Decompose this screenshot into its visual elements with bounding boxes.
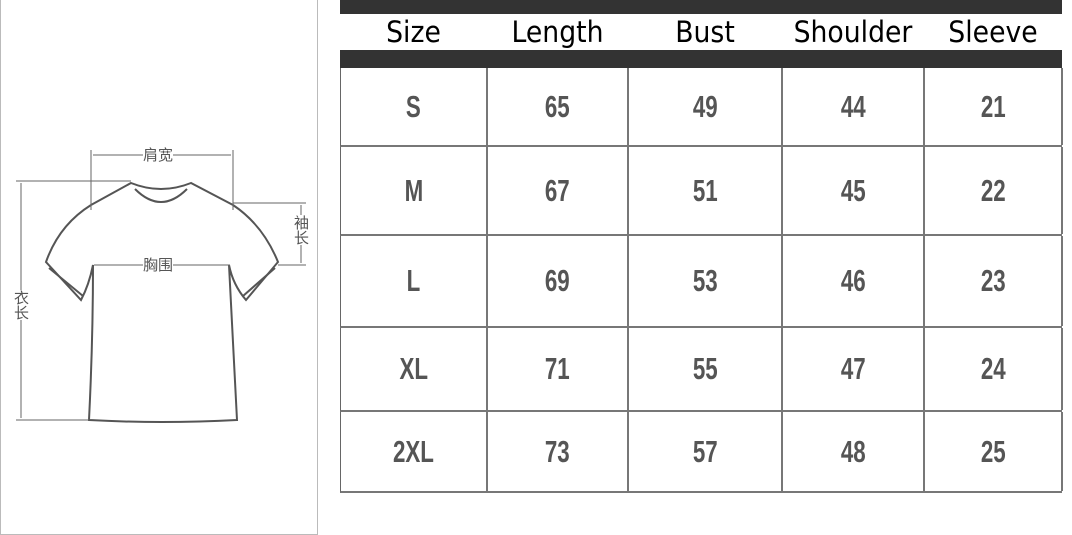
cell-value: 21: [980, 88, 1006, 124]
cell-value: 46: [840, 263, 866, 298]
cell-value: XL: [399, 351, 428, 386]
table-cell: 47: [783, 328, 925, 410]
table-cell: 44: [783, 68, 925, 145]
table-row: L 69 53 46 23: [340, 236, 1063, 328]
cell-value: 55: [692, 351, 718, 386]
table-cell: 25: [925, 412, 1063, 491]
table-cell: 45: [783, 147, 925, 234]
cell-value: 22: [980, 172, 1006, 208]
table-cell: 21: [925, 68, 1063, 145]
table-cell: 23: [925, 236, 1063, 326]
table-cell: 69: [488, 236, 629, 326]
table-cell: 49: [629, 68, 783, 145]
header-bust: Bust: [675, 15, 735, 49]
cell-value: 48: [840, 433, 866, 469]
bust-label: 胸围: [143, 256, 174, 274]
left-cuff: [48, 267, 84, 297]
cell-value: 49: [692, 88, 718, 124]
table-cell: 51: [629, 147, 783, 234]
shoulder-label: 肩宽: [143, 146, 174, 164]
header-sleeve: Sleeve: [948, 15, 1038, 49]
diagram-panel: 肩宽 胸围 袖长 衣长: [0, 0, 318, 535]
table-cell: L: [341, 236, 488, 326]
length-label: 衣长: [12, 290, 30, 320]
table-cell: 65: [488, 68, 629, 145]
right-cuff: [242, 267, 276, 297]
header-bar: [340, 50, 1062, 68]
tshirt-outline: [44, 181, 280, 423]
cell-value: 2XL: [393, 433, 434, 469]
table-row: XL 71 55 47 24: [340, 328, 1063, 412]
table-cell: S: [341, 68, 488, 145]
table-cell: 2XL: [341, 412, 488, 491]
header-length: Length: [511, 15, 604, 49]
header-shoulder: Shoulder: [793, 15, 913, 49]
top-bar: [340, 0, 1062, 14]
cell-value: 47: [840, 351, 866, 386]
cell-value: 65: [545, 88, 570, 124]
cell-value: 69: [545, 263, 570, 298]
cell-value: 45: [840, 172, 866, 208]
cell-value: 23: [980, 263, 1006, 298]
cell-value: 25: [980, 433, 1006, 469]
cell-value: 44: [840, 88, 866, 124]
table-cell: 67: [488, 147, 629, 234]
table-cell: 46: [783, 236, 925, 326]
cell-value: 57: [692, 433, 718, 469]
cell-value: 24: [980, 351, 1006, 386]
cell-value: 67: [545, 172, 570, 208]
table-cell: 53: [629, 236, 783, 326]
cell-value: M: [404, 172, 423, 208]
table-cell: 48: [783, 412, 925, 491]
cell-value: L: [406, 263, 421, 298]
header-size: Size: [386, 15, 441, 49]
table-row: 2XL 73 57 48 25: [340, 412, 1063, 493]
table-header: Size Length Bust Shoulder Sleeve: [340, 14, 1062, 50]
table-cell: M: [341, 147, 488, 234]
table-cell: 73: [488, 412, 629, 491]
cell-value: 51: [692, 172, 718, 208]
table-cell: 57: [629, 412, 783, 491]
cell-value: 71: [545, 351, 570, 386]
cell-value: 73: [545, 433, 570, 469]
table-cell: 24: [925, 328, 1063, 410]
cell-value: 53: [692, 263, 718, 298]
table-row: M 67 51 45 22: [340, 147, 1063, 236]
sleeve-label: 袖长: [292, 215, 310, 245]
cell-value: S: [406, 88, 421, 124]
table-cell: 55: [629, 328, 783, 410]
table-cell: 22: [925, 147, 1063, 234]
size-table: Size Length Bust Shoulder Sleeve S 65 49 44…: [340, 0, 1063, 493]
table-cell: 71: [488, 328, 629, 410]
collar: [134, 188, 188, 203]
table-cell: XL: [341, 328, 488, 410]
table-row: S 65 49 44 21: [340, 68, 1063, 147]
